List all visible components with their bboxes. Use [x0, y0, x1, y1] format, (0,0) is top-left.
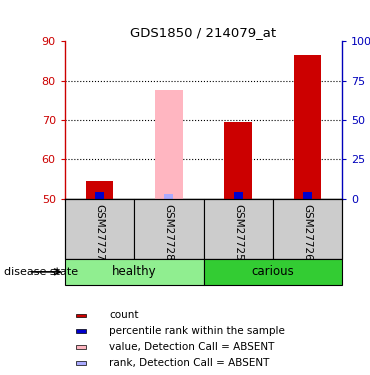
- Bar: [65, 199, 134, 259]
- Bar: [76, 330, 86, 333]
- Bar: [76, 314, 86, 317]
- Text: GSM27727: GSM27727: [94, 204, 104, 260]
- Bar: [95, 192, 104, 199]
- Bar: [76, 362, 86, 365]
- Bar: [224, 122, 252, 199]
- Bar: [164, 194, 173, 199]
- Text: carious: carious: [252, 266, 294, 278]
- Title: GDS1850 / 214079_at: GDS1850 / 214079_at: [131, 26, 276, 39]
- Text: GSM27726: GSM27726: [303, 204, 313, 260]
- Bar: [76, 345, 86, 349]
- Text: healthy: healthy: [112, 266, 157, 278]
- Text: rank, Detection Call = ABSENT: rank, Detection Call = ABSENT: [109, 358, 269, 368]
- Bar: [234, 192, 243, 199]
- Text: GSM27725: GSM27725: [233, 204, 243, 260]
- Bar: [134, 199, 204, 259]
- Bar: [204, 199, 273, 259]
- Bar: [85, 181, 113, 199]
- Bar: [155, 90, 183, 199]
- Bar: [65, 259, 204, 285]
- Text: value, Detection Call = ABSENT: value, Detection Call = ABSENT: [109, 342, 275, 352]
- Bar: [294, 55, 322, 199]
- Bar: [204, 259, 342, 285]
- Text: percentile rank within the sample: percentile rank within the sample: [109, 326, 285, 336]
- Text: disease state: disease state: [4, 267, 78, 277]
- Bar: [273, 199, 342, 259]
- Text: count: count: [109, 310, 139, 321]
- Text: GSM27728: GSM27728: [164, 204, 174, 260]
- Bar: [303, 192, 312, 199]
